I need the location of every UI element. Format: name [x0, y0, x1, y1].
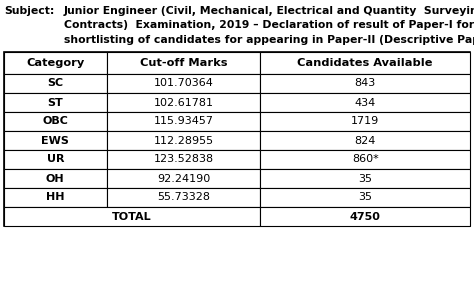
Bar: [107, 188, 260, 207]
Bar: [260, 188, 470, 207]
Bar: [260, 52, 470, 74]
Bar: [4, 112, 107, 131]
Bar: [107, 169, 260, 188]
Text: SC: SC: [47, 78, 64, 89]
Bar: [260, 74, 470, 93]
Bar: [4, 207, 260, 226]
Text: Subject:: Subject:: [4, 6, 55, 16]
Bar: [260, 150, 470, 169]
Bar: [260, 169, 470, 188]
Bar: [107, 93, 260, 112]
Text: ST: ST: [47, 97, 63, 108]
Text: HH: HH: [46, 192, 64, 203]
Bar: [4, 93, 107, 112]
Bar: [260, 131, 470, 150]
Text: OH: OH: [46, 173, 64, 184]
Text: 112.28955: 112.28955: [154, 135, 213, 146]
Text: UR: UR: [46, 154, 64, 165]
Bar: [260, 112, 470, 131]
Bar: [4, 188, 107, 207]
Text: 35: 35: [358, 173, 372, 184]
Text: OBC: OBC: [42, 116, 68, 127]
Bar: [107, 74, 260, 93]
Text: 55.73328: 55.73328: [157, 192, 210, 203]
Text: 102.61781: 102.61781: [154, 97, 213, 108]
Text: 843: 843: [355, 78, 376, 89]
Bar: [4, 169, 107, 188]
Bar: [107, 52, 260, 74]
Bar: [4, 52, 107, 74]
Text: Category: Category: [26, 58, 84, 68]
Text: 824: 824: [355, 135, 376, 146]
Text: EWS: EWS: [41, 135, 69, 146]
Text: shortlisting of candidates for appearing in Paper-II (Descriptive Paper).: shortlisting of candidates for appearing…: [64, 35, 474, 45]
Bar: [4, 131, 107, 150]
Text: Contracts)  Examination, 2019 – Declaration of result of Paper-I for: Contracts) Examination, 2019 – Declarati…: [64, 20, 474, 31]
Bar: [260, 93, 470, 112]
Text: 860*: 860*: [352, 154, 379, 165]
Text: 123.52838: 123.52838: [154, 154, 213, 165]
Text: 35: 35: [358, 192, 372, 203]
Text: 92.24190: 92.24190: [157, 173, 210, 184]
Bar: [4, 74, 107, 93]
Bar: [4, 150, 107, 169]
Text: 4750: 4750: [350, 211, 381, 222]
Text: 434: 434: [355, 97, 376, 108]
Bar: [107, 131, 260, 150]
Bar: [260, 207, 470, 226]
Bar: [107, 150, 260, 169]
Text: 1719: 1719: [351, 116, 379, 127]
Bar: [107, 112, 260, 131]
Bar: [4, 52, 470, 226]
Text: Cut-off Marks: Cut-off Marks: [140, 58, 227, 68]
Text: TOTAL: TOTAL: [112, 211, 152, 222]
Text: 101.70364: 101.70364: [154, 78, 213, 89]
Text: 115.93457: 115.93457: [154, 116, 213, 127]
Text: Junior Engineer (Civil, Mechanical, Electrical and Quantity  Surveying &: Junior Engineer (Civil, Mechanical, Elec…: [64, 6, 474, 16]
Text: Candidates Available: Candidates Available: [297, 58, 433, 68]
